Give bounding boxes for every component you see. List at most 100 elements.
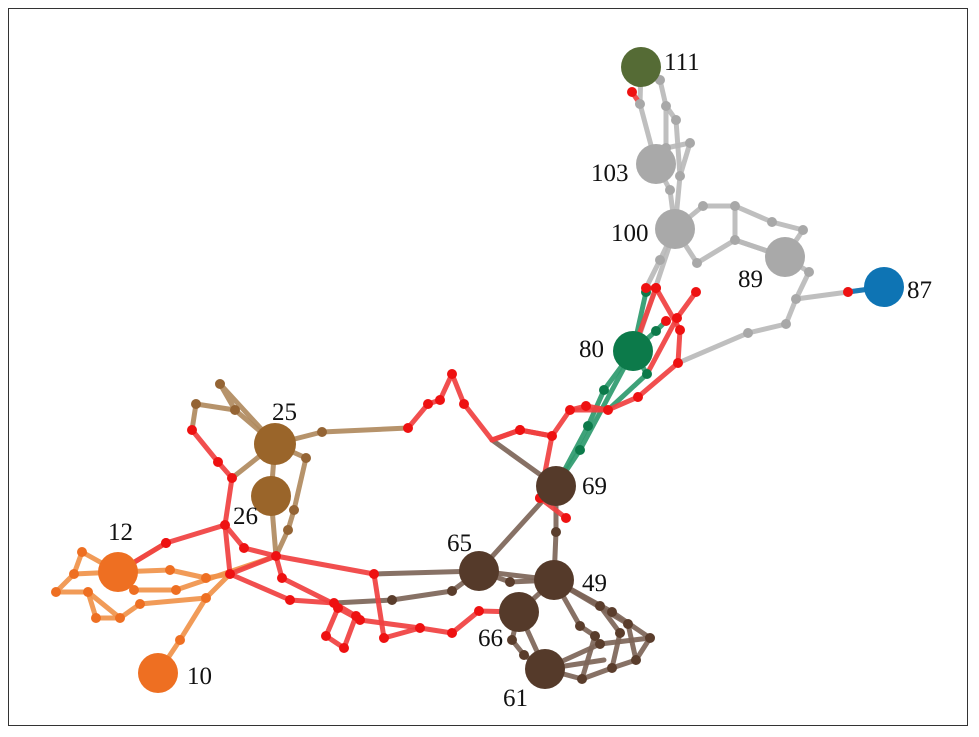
waypoint-dot-red-extra-4 [661, 316, 671, 326]
waypoint-dot-red-extra-11 [403, 423, 413, 433]
waypoint-dot-red-extra-10 [161, 538, 171, 548]
waypoint-dot-orange-1-3 [83, 587, 93, 597]
nodes-layer [98, 47, 904, 693]
waypoint-dot-green-4-0 [642, 369, 652, 379]
waypoint-dot-gray-9-0 [781, 319, 791, 329]
waypoint-dot-orange-1-2 [51, 587, 61, 597]
waypoint-dot-red-9-8 [447, 628, 457, 638]
edge-dark-brown-10 [551, 577, 598, 682]
waypoint-dot-dark-brown-9-1 [615, 628, 625, 638]
waypoint-dot-gray-9-1 [743, 328, 753, 338]
waypoint-dot-gray-8-0 [804, 267, 814, 277]
node-label-103: 103 [591, 160, 629, 187]
node-49[interactable] [534, 560, 574, 600]
waypoint-dot-red-9-3 [239, 543, 249, 553]
node-25[interactable] [254, 423, 296, 465]
waypoint-dot-orange-1-4 [91, 613, 101, 623]
waypoint-dot-red-11-1 [285, 595, 295, 605]
node-66[interactable] [499, 592, 539, 632]
node-label-87: 87 [907, 277, 932, 304]
waypoint-dot-orange-5-0 [175, 635, 185, 645]
waypoint-dot-orange-4-2 [201, 593, 211, 603]
waypoint-dot-light-brown-0-0 [317, 427, 327, 437]
waypoint-dot-red-extra-0 [627, 87, 637, 97]
waypoint-dot-orange-2-1 [201, 573, 211, 583]
node-label-89: 89 [738, 266, 763, 293]
node-89[interactable] [765, 237, 805, 277]
waypoint-dot-dark-brown-10-0 [575, 621, 585, 631]
waypoint-dot-red-6-2 [435, 395, 445, 405]
waypoint-dot-gray-4-1 [730, 201, 740, 211]
edge-dark-brown-5 [331, 568, 482, 606]
waypoint-dot-red-extra-1 [641, 283, 651, 293]
waypoint-dot-red-5-0 [581, 401, 591, 411]
node-100[interactable] [655, 209, 695, 249]
waypoint-dot-gray-4-0 [698, 201, 708, 211]
node-label-80: 80 [579, 336, 604, 363]
waypoint-dot-gray-1-4 [675, 171, 685, 181]
waypoint-dot-red-9-4 [271, 551, 281, 561]
node-label-100: 100 [611, 220, 649, 247]
node-61[interactable] [525, 649, 565, 689]
edge-red-6 [405, 371, 495, 443]
waypoint-dot-gray-8-1 [791, 294, 801, 304]
waypoint-dot-dark-brown-9-0 [595, 601, 605, 611]
node-label-61: 61 [503, 685, 528, 712]
waypoint-dot-light-brown-1-0 [215, 379, 225, 389]
node-69[interactable] [536, 466, 576, 506]
waypoint-dot-red-6-0 [459, 399, 469, 409]
waypoint-dot-light-brown-1-2 [191, 399, 201, 409]
waypoint-dot-gray-1-3 [685, 138, 695, 148]
node-label-26: 26 [233, 503, 258, 530]
waypoint-dot-red-7-0 [515, 425, 525, 435]
waypoint-dot-dark-brown-12-0 [623, 619, 633, 629]
waypoint-dot-gray-6-0 [767, 217, 777, 227]
node-87[interactable] [864, 267, 904, 307]
waypoint-dot-green-3-0 [651, 326, 661, 336]
waypoint-dot-dark-brown-9-2 [607, 663, 617, 673]
node-label-12: 12 [108, 519, 133, 546]
waypoint-dot-gray-4-2 [730, 235, 740, 245]
waypoint-dot-orange-4-1 [135, 599, 145, 609]
waypoint-dot-dark-brown-6-0 [505, 577, 515, 587]
waypoint-dot-gray-0-0 [635, 99, 645, 109]
waypoint-dot-dark-brown-13-0 [595, 639, 605, 649]
waypoint-dot-gray-5-0 [692, 258, 702, 268]
waypoint-dot-red-4-2 [565, 405, 575, 415]
waypoint-dot-red-extra-9 [187, 425, 197, 435]
node-26[interactable] [251, 476, 291, 516]
waypoint-dot-gray-3-0 [671, 115, 681, 125]
waypoint-dot-orange-1-1 [69, 569, 79, 579]
waypoint-dot-red-extra-5 [673, 358, 683, 368]
node-80[interactable] [613, 331, 653, 371]
node-65[interactable] [459, 551, 499, 591]
waypoint-dot-red-9-0 [213, 457, 223, 467]
node-10[interactable] [138, 653, 178, 693]
node-label-65: 65 [447, 530, 472, 557]
waypoint-dot-red-4-0 [633, 392, 643, 402]
waypoint-dot-orange-2-0 [165, 565, 175, 575]
waypoint-dot-orange-4-0 [115, 613, 125, 623]
waypoint-dot-light-brown-3-0 [301, 453, 311, 463]
waypoint-dot-dark-brown-11-2 [631, 655, 641, 665]
edge-green-2 [553, 348, 636, 489]
waypoint-dot-dark-brown-5-1 [447, 586, 457, 596]
waypoint-dot-red-9-2 [220, 520, 230, 530]
waypoint-dot-red-11-6 [333, 603, 343, 613]
node-12[interactable] [98, 552, 138, 592]
waypoint-dot-dark-brown-2-0 [551, 527, 561, 537]
waypoint-dots-layer [51, 75, 853, 684]
waypoint-dot-red-9-5 [369, 569, 379, 579]
waypoint-dot-red-9-1 [227, 473, 237, 483]
waypoint-dot-orange-1-0 [77, 547, 87, 557]
waypoint-dot-gray-6-1 [798, 225, 808, 235]
waypoint-dot-dark-brown-15-1 [519, 650, 529, 660]
node-111[interactable] [621, 47, 661, 87]
waypoint-dot-light-brown-1-1 [230, 405, 240, 415]
waypoint-dot-green-1-0 [599, 385, 609, 395]
waypoint-dot-red-11-7 [355, 615, 365, 625]
waypoint-dot-green-1-1 [583, 421, 593, 431]
waypoint-dot-red-3-0 [672, 313, 682, 323]
node-103[interactable] [636, 144, 676, 184]
waypoint-dot-red-11-5 [321, 631, 331, 641]
